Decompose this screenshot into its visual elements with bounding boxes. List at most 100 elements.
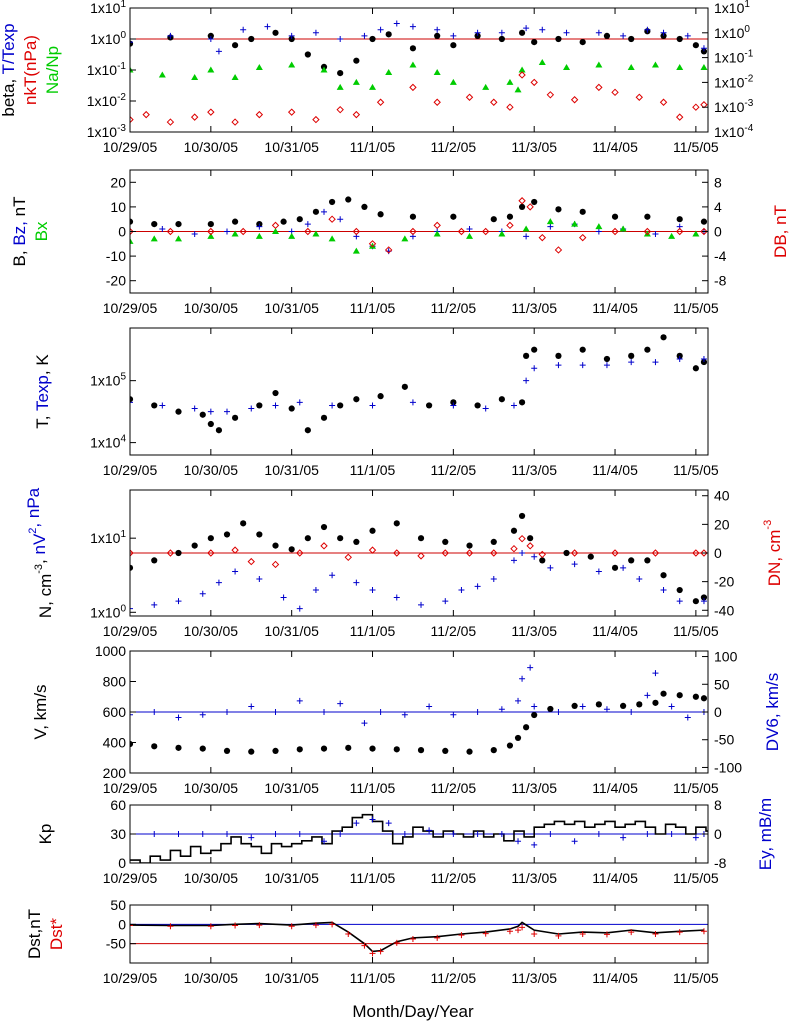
- data-point: [546, 218, 554, 225]
- x-tick-label: 11/3/05: [511, 462, 557, 478]
- data-point: [700, 358, 708, 366]
- data-point: [337, 831, 344, 837]
- data-point: [515, 697, 522, 704]
- data-point: [700, 549, 708, 557]
- y-tick-label: 50: [714, 676, 730, 692]
- data-point: [433, 230, 441, 237]
- data-point: [191, 73, 199, 80]
- data-point: [312, 230, 320, 237]
- y-tick-label: 0: [118, 855, 126, 871]
- data-point: [482, 930, 489, 937]
- data-point: [539, 26, 546, 33]
- y-tick-label: 0: [714, 704, 722, 720]
- data-point: [684, 32, 691, 39]
- data-point: [175, 744, 182, 751]
- series-2: [130, 218, 700, 254]
- data-point: [223, 531, 231, 538]
- data-point: [652, 931, 659, 937]
- data-point: [498, 29, 505, 36]
- data-point: [426, 402, 433, 409]
- x-tick-label: 11/2/05: [431, 970, 477, 986]
- data-point: [538, 550, 546, 559]
- data-point: [498, 831, 505, 837]
- data-point: [256, 575, 263, 582]
- data-point: [700, 45, 707, 52]
- data-point: [167, 32, 174, 39]
- data-point: [337, 216, 344, 223]
- data-point: [166, 118, 175, 126]
- y-axis-label: beta, T/Texp: [0, 23, 18, 116]
- y-tick-label: 800: [103, 674, 127, 690]
- data-point: [417, 552, 425, 560]
- data-point: [130, 564, 134, 571]
- data-point: [518, 534, 526, 543]
- data-point: [151, 601, 158, 608]
- y-tick-label: -8: [714, 855, 727, 871]
- series-0: [130, 813, 708, 863]
- y-tick-label: -4: [714, 248, 727, 264]
- data-point: [643, 230, 651, 237]
- data-point: [312, 115, 320, 124]
- x-tick-label: 10/31/05: [264, 462, 319, 478]
- data-point: [231, 42, 239, 49]
- series-1: [130, 550, 707, 612]
- x-tick-label: 11/4/05: [592, 780, 638, 796]
- data-point: [215, 48, 222, 55]
- data-point: [570, 96, 579, 104]
- data-point: [231, 73, 239, 80]
- data-point: [321, 838, 328, 845]
- data-point: [547, 831, 554, 837]
- data-point: [272, 747, 279, 754]
- data-point: [518, 203, 526, 210]
- data-point: [458, 587, 465, 594]
- data-point: [288, 546, 295, 553]
- data-point: [700, 64, 708, 71]
- y-tick-label: 1x10-2: [87, 92, 127, 109]
- data-point: [668, 831, 675, 837]
- y-tick-label: 1x10-1: [714, 49, 754, 66]
- data-point: [409, 23, 416, 30]
- x-tick-label: 11/4/05: [592, 970, 638, 986]
- data-point: [361, 720, 368, 727]
- data-point: [130, 922, 133, 929]
- data-point: [636, 575, 643, 582]
- data-point: [700, 101, 708, 109]
- data-point: [490, 549, 498, 557]
- data-point: [272, 831, 279, 837]
- data-point: [450, 711, 457, 718]
- y-tick-label: 1x10-2: [714, 73, 754, 90]
- data-point: [393, 594, 400, 601]
- data-point: [417, 747, 425, 754]
- data-point: [490, 747, 497, 754]
- data-point: [595, 61, 603, 68]
- data-point: [248, 35, 255, 43]
- data-point: [515, 838, 522, 845]
- data-point: [660, 690, 667, 697]
- data-point: [627, 64, 635, 71]
- data-point: [207, 549, 215, 557]
- data-point: [506, 103, 514, 111]
- data-point: [240, 26, 247, 33]
- data-point: [231, 546, 239, 554]
- y-tick-label: -100: [714, 759, 742, 775]
- y-tick-label: 1x100: [714, 24, 750, 41]
- data-point: [660, 587, 667, 594]
- y-tick-label: 1x101: [90, 0, 126, 16]
- y-tick-label: -10: [106, 248, 126, 264]
- data-point: [434, 934, 441, 941]
- data-point: [256, 922, 263, 929]
- data-point: [684, 714, 691, 721]
- data-point: [603, 931, 610, 938]
- data-point: [490, 575, 497, 582]
- data-point: [130, 605, 133, 612]
- data-point: [555, 709, 562, 715]
- data-point: [628, 35, 635, 43]
- data-point: [239, 227, 247, 236]
- data-point: [530, 78, 538, 87]
- data-point: [393, 549, 401, 557]
- data-point: [385, 820, 392, 827]
- data-point: [384, 246, 393, 254]
- x-tick-label: 11/5/05: [673, 462, 719, 478]
- series-0: [130, 512, 708, 605]
- data-point: [409, 227, 417, 236]
